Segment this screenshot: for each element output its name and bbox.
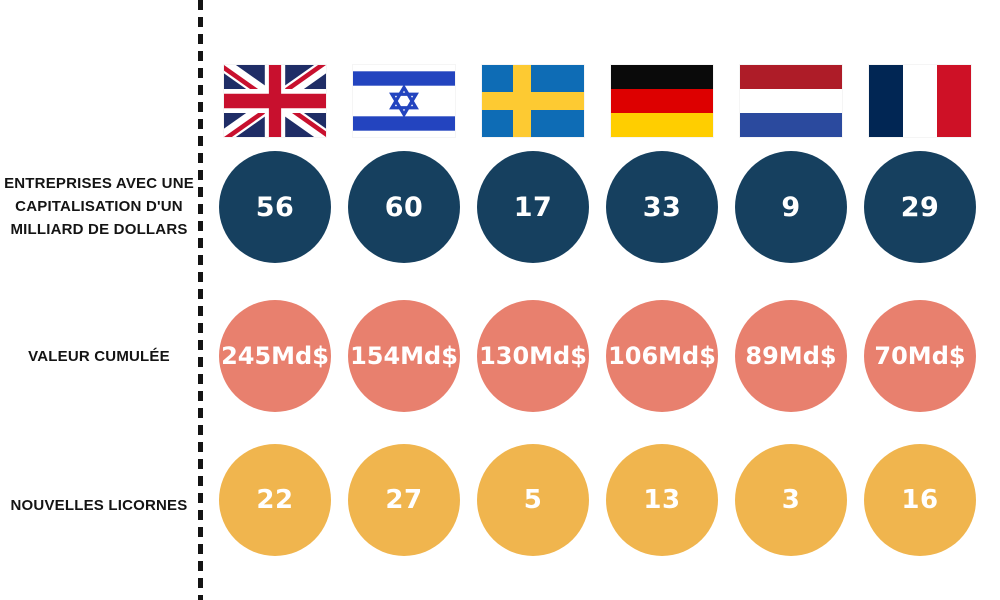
column-israel [348,65,460,137]
cumulative-value-row: 245Md$ 154Md$ 130Md$ 106Md$ 89Md$ 70Md$ [219,300,976,412]
france-flag-icon [869,65,971,137]
column-germany [606,65,718,137]
unicorn-count-circle-uk: 56 [219,151,331,263]
column-united-kingdom [219,65,331,137]
new-unicorns-circle-sweden: 5 [477,444,589,556]
dashed-divider-line [198,0,203,600]
new-unicorns-row: 22 27 5 13 3 16 [219,444,976,556]
row-label-line: MILLIARD DE DOLLARS [10,221,188,238]
new-unicorns-circle-uk: 22 [219,444,331,556]
row-label-unicorn-companies: ENTREPRISES AVEC UNE CAPITALISATION D'UN… [0,172,198,241]
germany-flag-icon [611,65,713,137]
column-sweden [477,65,589,137]
unicorn-count-row: 56 60 17 33 9 29 [219,151,976,263]
row-label-new-unicorns: NOUVELLES LICORNES [10,497,188,514]
cumulative-value-circle-netherlands: 89Md$ [735,300,847,412]
unicorn-count-circle-israel: 60 [348,151,460,263]
flags-row [219,65,976,137]
cumulative-value-circle-uk: 245Md$ [219,300,331,412]
cumulative-value-circle-israel: 154Md$ [348,300,460,412]
column-france [864,65,976,137]
israel-flag-icon [353,65,455,137]
sweden-flag-icon [482,65,584,137]
new-unicorns-circle-israel: 27 [348,444,460,556]
row-label-line: CAPITALISATION D'UN [15,198,183,215]
netherlands-flag-icon [740,65,842,137]
cumulative-value-circle-sweden: 130Md$ [477,300,589,412]
unicorn-count-circle-sweden: 17 [477,151,589,263]
cumulative-value-circle-germany: 106Md$ [606,300,718,412]
unicorn-count-circle-germany: 33 [606,151,718,263]
cumulative-value-circle-france: 70Md$ [864,300,976,412]
new-unicorns-circle-germany: 13 [606,444,718,556]
row-label-line: ENTREPRISES AVEC UNE [4,175,194,192]
new-unicorns-circle-france: 16 [864,444,976,556]
united-kingdom-flag-icon [224,65,326,137]
new-unicorns-circle-netherlands: 3 [735,444,847,556]
unicorn-count-circle-netherlands: 9 [735,151,847,263]
unicorn-count-circle-france: 29 [864,151,976,263]
column-netherlands [735,65,847,137]
row-label-cumulative-value: VALEUR CUMULÉE [28,348,170,365]
